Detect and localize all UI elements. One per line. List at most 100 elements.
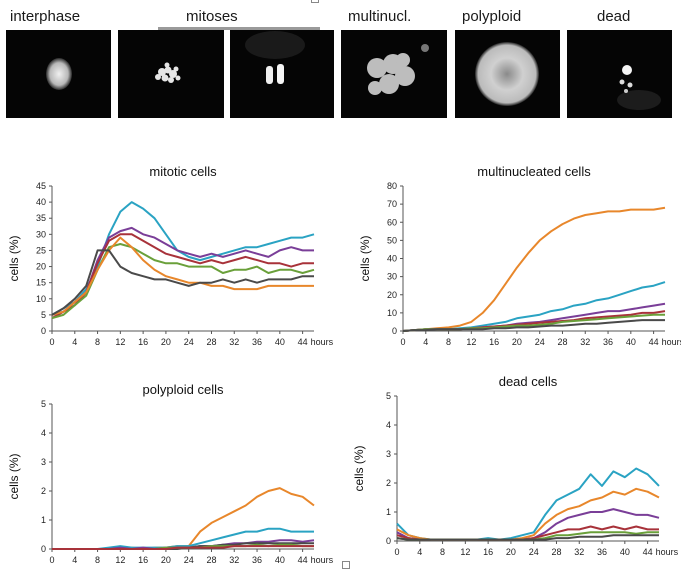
y-axis-label: cells (%) bbox=[358, 235, 372, 281]
dead-image bbox=[567, 30, 672, 118]
label-polyploid: polyploid bbox=[462, 8, 522, 25]
x-tick-label: 0 bbox=[49, 337, 54, 347]
y-tick-label: 40 bbox=[36, 197, 46, 207]
y-tick-label: 0 bbox=[386, 536, 391, 546]
x-tick-label: 28 bbox=[551, 547, 561, 557]
x-tick-label: 8 bbox=[446, 337, 451, 347]
x-tick-label: 40 bbox=[620, 547, 630, 557]
x-tick-label: 4 bbox=[417, 547, 422, 557]
y-tick-label: 2 bbox=[386, 478, 391, 488]
y-tick-label: 0 bbox=[41, 544, 46, 554]
y-tick-label: 20 bbox=[36, 262, 46, 272]
x-tick-label: 20 bbox=[161, 555, 171, 565]
x-tick-label: 24 bbox=[529, 547, 539, 557]
x-tick-label: 36 bbox=[603, 337, 613, 347]
y-tick-label: 60 bbox=[387, 217, 397, 227]
y-tick-label: 3 bbox=[386, 449, 391, 459]
chart-title: multinucleated cells bbox=[477, 164, 591, 179]
x-tick-label: 36 bbox=[597, 547, 607, 557]
y-axis-label: cells (%) bbox=[7, 453, 21, 499]
chart-title: dead cells bbox=[499, 374, 558, 389]
x-tick-label: 20 bbox=[506, 547, 516, 557]
y-tick-label: 20 bbox=[387, 290, 397, 300]
y-tick-label: 80 bbox=[387, 181, 397, 191]
label-dead: dead bbox=[597, 8, 631, 25]
x-tick-label: 12 bbox=[466, 337, 476, 347]
multinucleated-image bbox=[341, 30, 447, 118]
x-tick-label: 32 bbox=[580, 337, 590, 347]
x-tick-label: 4 bbox=[423, 337, 428, 347]
y-tick-label: 5 bbox=[386, 391, 391, 401]
x-tick-label: 12 bbox=[115, 337, 125, 347]
x-tick-label: 16 bbox=[138, 555, 148, 565]
x-tick-label: 40 bbox=[626, 337, 636, 347]
x-tick-label: 20 bbox=[161, 337, 171, 347]
chart-mitotic: mitotic cells cells (%) 0 5 10 15 20 25 30 35 40 45… bbox=[0, 160, 334, 365]
x-unit-label: hours bbox=[656, 547, 679, 557]
series-line-5 bbox=[52, 545, 314, 550]
marker-bottom bbox=[342, 561, 350, 569]
y-tick-label: 10 bbox=[36, 294, 46, 304]
x-tick-label: 12 bbox=[115, 555, 125, 565]
y-tick-label: 4 bbox=[41, 428, 46, 438]
y-tick-label: 50 bbox=[387, 235, 397, 245]
x-tick-label: 8 bbox=[95, 555, 100, 565]
x-tick-label: 16 bbox=[138, 337, 148, 347]
x-tick-label: 12 bbox=[460, 547, 470, 557]
x-tick-label: 24 bbox=[184, 555, 194, 565]
mitosis-image-2 bbox=[230, 30, 334, 118]
x-tick-label: 4 bbox=[72, 555, 77, 565]
x-tick-label: 0 bbox=[49, 555, 54, 565]
series-line-5 bbox=[51, 249, 314, 316]
marker-top bbox=[311, 0, 319, 3]
polyploid-image bbox=[455, 30, 560, 118]
x-unit-label: hours bbox=[311, 337, 334, 347]
x-tick-label: 36 bbox=[252, 555, 262, 565]
label-multinucl: multinucl. bbox=[348, 8, 412, 25]
y-axis-label: cells (%) bbox=[352, 445, 366, 491]
y-tick-label: 5 bbox=[41, 310, 46, 320]
mitosis-image-1 bbox=[118, 30, 224, 118]
y-tick-label: 40 bbox=[387, 254, 397, 264]
x-tick-label: 8 bbox=[440, 547, 445, 557]
series-line-5 bbox=[396, 534, 659, 541]
chart-dead: dead cells cells (%) 0 1 2 3 4 5 0 4 8 12 16 20 24 28 32… bbox=[345, 374, 681, 575]
y-tick-label: 35 bbox=[36, 213, 46, 223]
y-tick-label: 0 bbox=[41, 326, 46, 336]
x-tick-label: 20 bbox=[512, 337, 522, 347]
chart-polyploid: polyploid cells cells (%) 0 1 2 3 4 5 0 4 8 12 16 20 2… bbox=[0, 380, 334, 575]
series-line-0 bbox=[52, 487, 315, 550]
chart-title: mitotic cells bbox=[149, 164, 217, 179]
interphase-image bbox=[6, 30, 111, 118]
chart-multinucleated: multinucleated cells cells (%) 0 10 20 30 40 50… bbox=[345, 160, 681, 365]
x-tick-label: 4 bbox=[72, 337, 77, 347]
y-tick-label: 5 bbox=[41, 399, 46, 409]
y-tick-label: 70 bbox=[387, 199, 397, 209]
x-tick-label: 16 bbox=[489, 337, 499, 347]
x-tick-label: 28 bbox=[206, 337, 216, 347]
y-tick-label: 15 bbox=[36, 278, 46, 288]
y-tick-label: 2 bbox=[41, 486, 46, 496]
x-tick-label: 32 bbox=[229, 337, 239, 347]
y-tick-label: 4 bbox=[386, 420, 391, 430]
x-tick-label: 24 bbox=[184, 337, 194, 347]
x-tick-label: 24 bbox=[535, 337, 545, 347]
x-tick-label: 40 bbox=[275, 555, 285, 565]
x-tick-label: 44 bbox=[643, 547, 653, 557]
x-tick-label: 44 bbox=[298, 337, 308, 347]
chart-title: polyploid cells bbox=[143, 382, 224, 397]
x-tick-label: 0 bbox=[400, 337, 405, 347]
y-tick-label: 10 bbox=[387, 308, 397, 318]
y-tick-label: 45 bbox=[36, 181, 46, 191]
y-tick-label: 25 bbox=[36, 245, 46, 255]
x-tick-label: 0 bbox=[394, 547, 399, 557]
x-tick-label: 28 bbox=[557, 337, 567, 347]
y-tick-label: 30 bbox=[36, 229, 46, 239]
x-tick-label: 40 bbox=[275, 337, 285, 347]
x-tick-label: 28 bbox=[206, 555, 216, 565]
series-line-0 bbox=[402, 206, 666, 332]
